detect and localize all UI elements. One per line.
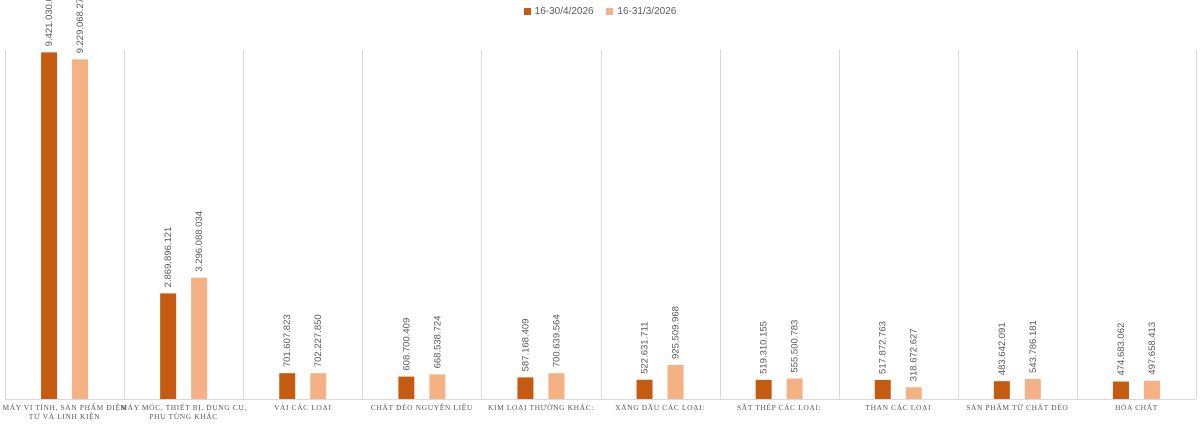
bar-series-1 (1112, 381, 1129, 399)
data-label-series-1: 2.869.896.121 (163, 227, 174, 288)
bar-series-1 (993, 381, 1010, 399)
category-label: KIM LOẠI THƯỜNG KHÁC: (488, 402, 594, 412)
data-label-series-2: 543.786.181 (1028, 320, 1039, 373)
data-label-series-1: 517.872.763 (878, 321, 889, 374)
category-label: PHỤ TÙNG KHÁC (149, 411, 218, 421)
category-label: THAN CÁC LOẠI (865, 402, 931, 412)
bar-series-1 (517, 377, 534, 399)
category-label: MÁY VI TÍNH, SẢN PHẨM ĐIỆN (2, 402, 126, 412)
bar-series-2 (191, 277, 208, 399)
category-label: MÁY MÓC, THIẾT BỊ, DỤNG CỤ, (120, 402, 246, 412)
bar-series-2 (905, 387, 922, 399)
category-label: VẢI CÁC LOẠI (274, 402, 332, 412)
data-label-series-2: 925.509.968 (671, 306, 682, 359)
bar-series-1 (160, 293, 177, 399)
data-label-series-2: 702.227.850 (313, 314, 324, 367)
bar-series-1 (398, 376, 415, 399)
bar-series-2 (72, 59, 89, 399)
legend-item-series-1: 16-30/4/2026 (523, 6, 594, 17)
data-label-series-2: 700.639.564 (551, 314, 562, 367)
bar-series-1 (41, 52, 58, 399)
data-label-series-2: 318.672.627 (909, 328, 920, 381)
bar-series-1 (279, 373, 296, 399)
bar-series-2 (1143, 380, 1160, 399)
legend-swatch-series-2 (606, 8, 614, 15)
category-label: TỬ VÀ LINH KIỆN (29, 411, 101, 421)
data-label-series-2: 668.538.724 (432, 316, 443, 369)
bar-series-2 (310, 373, 327, 399)
chart-legend: 16-30/4/2026 16-31/3/2026 (0, 6, 1200, 18)
bar-series-1 (755, 379, 772, 399)
legend-swatch-series-1 (523, 8, 531, 15)
data-label-series-1: 522.631.711 (640, 322, 651, 374)
data-label-series-2: 555.500.783 (790, 320, 801, 373)
bar-series-2 (548, 373, 565, 399)
data-label-series-1: 519.310.155 (759, 321, 770, 374)
legend-item-series-2: 16-31/3/2026 (606, 6, 676, 17)
legend-label-series-2: 16-31/3/2026 (617, 6, 677, 17)
data-label-series-1: 587.168.409 (520, 319, 531, 372)
data-label-series-1: 701.607.823 (282, 314, 293, 367)
bar-series-2 (1024, 378, 1041, 399)
data-label-series-2: 497.658.413 (1147, 322, 1158, 375)
legend-label-series-1: 16-30/4/2026 (534, 6, 594, 17)
bar-series-1 (874, 379, 891, 399)
data-label-series-1: 9.421.030.047 (44, 0, 55, 46)
data-label-series-1: 608.700.409 (401, 318, 412, 371)
data-label-series-1: 483.642.091 (997, 322, 1008, 375)
bar-series-2 (786, 378, 803, 399)
data-label-series-1: 474.683.062 (1116, 323, 1127, 376)
bar-series-1 (636, 379, 653, 399)
category-label: XĂNG DẦU CÁC LOẠI: (615, 402, 705, 412)
bar-series-2 (429, 374, 446, 399)
category-label: CHẤT DẺO NGUYÊN LIỆU (371, 402, 473, 412)
data-label-series-2: 9.229.068.277 (75, 0, 86, 53)
bar-series-2 (667, 364, 684, 399)
data-label-series-2: 3.296.088.034 (194, 211, 205, 272)
category-label: SẢN PHẨM TỪ CHẤT DẺO (966, 402, 1068, 412)
category-label: SẮT THÉP CÁC LOẠI: (737, 402, 821, 412)
category-label: HÓA CHẤT (1115, 402, 1158, 412)
